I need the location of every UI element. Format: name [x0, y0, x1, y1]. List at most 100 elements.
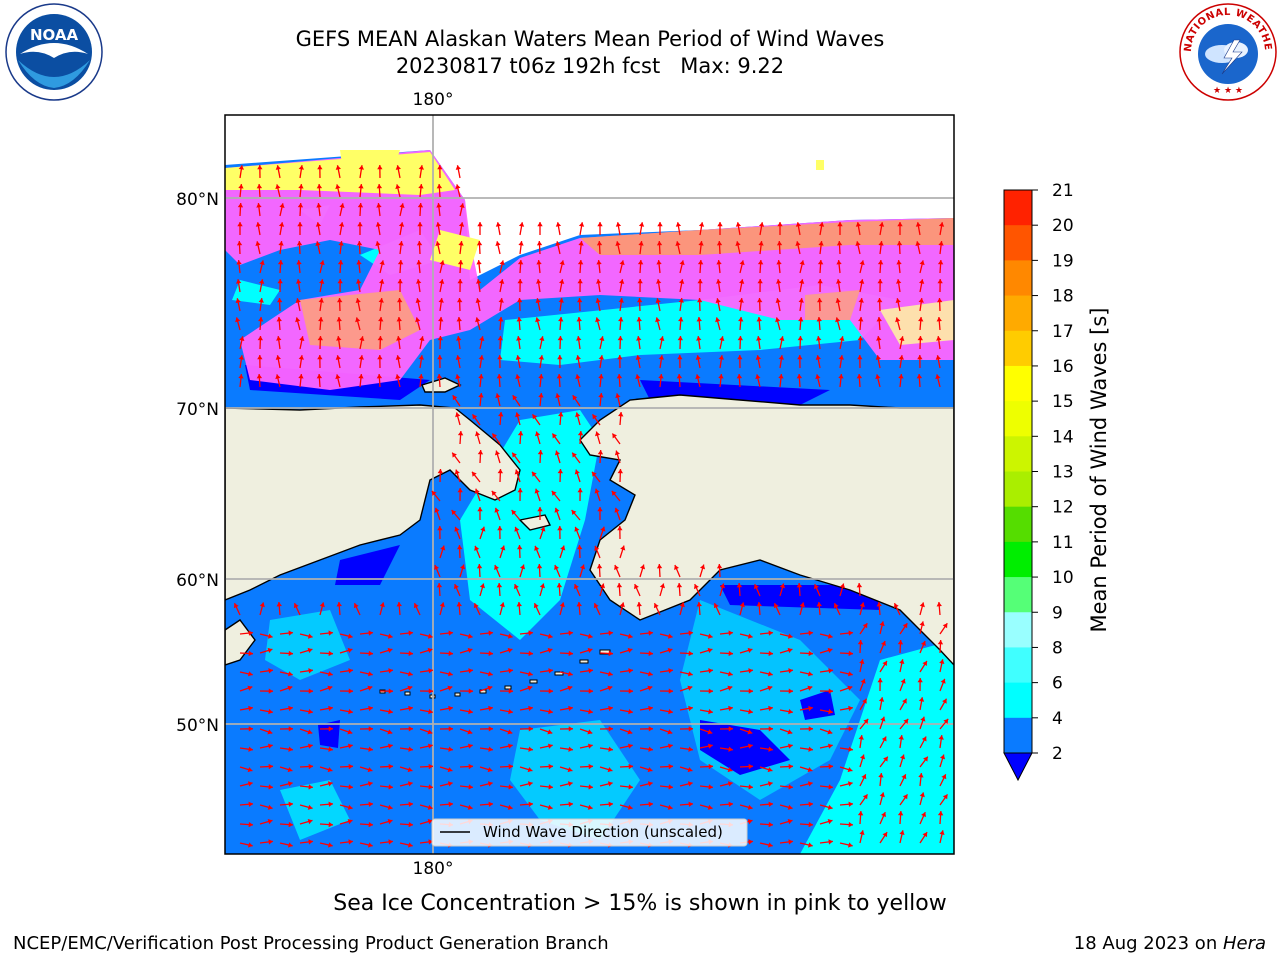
- wind-wave-arrowhead: [636, 602, 642, 607]
- wind-wave-arrowhead: [356, 260, 362, 265]
- wind-wave-arrowhead: [902, 623, 908, 629]
- wind-wave-arrowhead: [275, 184, 281, 190]
- wind-wave-arrowhead: [588, 743, 593, 749]
- wind-wave-arrowhead: [476, 241, 483, 246]
- wind-wave-arrowhead: [336, 336, 342, 341]
- wind-wave-arrowhead: [938, 241, 944, 246]
- wind-wave-arrowhead: [417, 203, 424, 208]
- wind-wave-arrowhead: [788, 708, 793, 715]
- nws-logo: NATIONAL WEATHER SERVICE ★ ★ ★: [1178, 2, 1277, 101]
- wind-wave-arrowhead: [687, 767, 693, 773]
- wind-wave-arrowhead: [439, 602, 445, 608]
- colorbar-segment: [1004, 225, 1032, 261]
- wind-wave-arrowhead: [828, 688, 833, 694]
- wind-wave-arrowhead: [247, 781, 253, 787]
- wind-wave-arrowhead: [298, 355, 304, 360]
- wind-wave-arrowhead: [695, 355, 701, 360]
- wind-wave-arrowhead: [319, 260, 325, 266]
- wind-wave-arrowhead: [554, 450, 560, 456]
- wind-wave-arrowhead: [716, 260, 722, 265]
- wind-wave-arrowhead: [696, 317, 702, 322]
- wind-wave-arrowhead: [395, 165, 401, 170]
- wind-wave-arrowhead: [915, 241, 921, 246]
- wind-wave-arrowhead: [818, 241, 824, 246]
- wind-wave-arrowhead: [518, 222, 525, 227]
- wind-wave-arrowhead: [797, 336, 803, 341]
- wind-wave-arrowhead: [748, 784, 753, 790]
- wind-wave-arrowhead: [276, 602, 282, 607]
- wind-wave-arrowhead: [516, 602, 522, 607]
- wind-wave-arrowhead: [507, 633, 513, 639]
- wind-wave-arrowhead: [778, 374, 784, 379]
- wind-wave-arrowhead: [900, 754, 906, 760]
- wind-wave-arrowhead: [538, 393, 544, 398]
- wind-wave-arrowhead: [808, 705, 813, 712]
- wind-wave-arrowhead: [567, 767, 573, 773]
- wind-wave-arrowhead: [881, 736, 887, 742]
- wind-wave-arrowhead: [588, 708, 593, 715]
- wind-wave-arrowhead: [859, 659, 865, 664]
- wind-wave-arrowhead: [698, 241, 704, 246]
- wind-wave-arrowhead: [658, 355, 664, 360]
- wind-wave-arrowhead: [728, 630, 733, 636]
- wind-wave-arrowhead: [896, 279, 902, 284]
- wind-wave-arrowhead: [448, 705, 453, 712]
- lat-label-50n: 50°N: [176, 716, 219, 736]
- wind-wave-arrowhead: [736, 374, 743, 379]
- colorbar-segment: [1004, 541, 1032, 578]
- wind-wave-arrowhead: [298, 165, 304, 170]
- wind-wave-arrowhead: [616, 583, 623, 588]
- wind-wave-arrowhead: [359, 336, 365, 341]
- wind-wave-arrowhead: [287, 767, 293, 773]
- wind-wave-arrowhead: [768, 726, 773, 732]
- wind-wave-arrowhead: [337, 298, 343, 303]
- wind-wave-arrowhead: [491, 490, 497, 496]
- footer-credit: NCEP/EMC/Verification Post Processing Pr…: [13, 933, 609, 954]
- wind-wave-arrowhead: [618, 317, 624, 322]
- wind-wave-arrowhead: [358, 184, 364, 189]
- colorbar-segment: [1004, 612, 1032, 648]
- wind-wave-arrowhead: [767, 685, 773, 691]
- wind-wave-arrowhead: [413, 603, 419, 609]
- wind-wave-arrowhead: [718, 374, 724, 379]
- wind-wave-arrowhead: [236, 260, 242, 265]
- wind-wave-arrowhead: [439, 279, 445, 284]
- wind-wave-arrowhead: [739, 602, 745, 608]
- wind-wave-arrowhead: [497, 355, 503, 360]
- wind-wave-arrowhead: [816, 336, 822, 341]
- wind-wave-arrowhead: [833, 603, 839, 609]
- wind-wave-arrowhead: [368, 821, 373, 828]
- wind-wave-arrowhead: [388, 784, 393, 790]
- wind-wave-arrowhead: [427, 729, 433, 735]
- wind-wave-arrowhead: [538, 355, 544, 360]
- wind-wave-arrowhead: [836, 260, 842, 265]
- wind-wave-arrowhead: [877, 260, 884, 265]
- wind-wave-arrowhead: [667, 804, 673, 810]
- wind-wave-arrowhead: [882, 661, 887, 666]
- wind-wave-arrowhead: [257, 336, 263, 341]
- wind-wave-arrowhead: [288, 801, 293, 807]
- wind-wave-arrowhead: [617, 336, 623, 341]
- colorbar-tick-label: 12: [1052, 498, 1074, 518]
- wind-wave-arrowhead: [597, 222, 603, 227]
- wind-wave-arrowhead: [880, 716, 886, 722]
- wind-wave-arrowhead: [517, 545, 523, 550]
- wind-wave-arrowhead: [415, 317, 421, 323]
- wind-wave-arrowhead: [473, 603, 479, 609]
- wind-wave-arrowhead: [676, 583, 683, 588]
- wind-wave-arrowhead: [555, 393, 561, 399]
- wind-wave-arrowhead: [417, 222, 423, 227]
- wind-wave-arrowhead: [828, 784, 833, 790]
- wind-wave-arrowhead: [628, 688, 633, 694]
- wind-wave-arrowhead: [808, 746, 813, 752]
- wind-wave-arrowhead: [807, 781, 813, 787]
- wind-wave-arrowhead: [756, 317, 762, 322]
- wind-wave-arrowhead: [238, 374, 244, 379]
- wind-wave-arrowhead: [237, 203, 244, 208]
- wind-wave-arrowhead: [667, 633, 673, 639]
- wind-wave-arrowhead: [454, 584, 459, 590]
- wind-wave-arrowhead: [347, 633, 353, 639]
- wind-wave-arrowhead: [648, 801, 653, 807]
- wind-wave-arrowhead: [308, 708, 313, 715]
- wind-wave-arrowhead: [808, 630, 813, 636]
